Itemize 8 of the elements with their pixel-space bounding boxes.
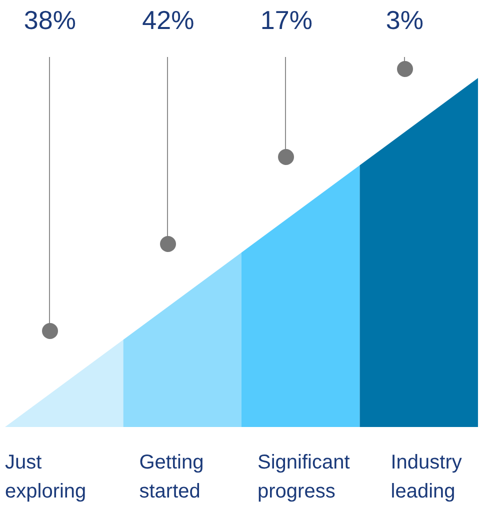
data-label: 42% bbox=[142, 5, 194, 36]
category-label: Just exploring bbox=[5, 452, 86, 503]
category-label: Industry leading bbox=[390, 452, 462, 503]
category-label: Getting started bbox=[139, 452, 204, 503]
data-label: 38% bbox=[24, 5, 76, 36]
data-label: 3% bbox=[386, 5, 424, 36]
category-label: Significant progress bbox=[258, 452, 350, 503]
data-label: 17% bbox=[260, 5, 312, 36]
